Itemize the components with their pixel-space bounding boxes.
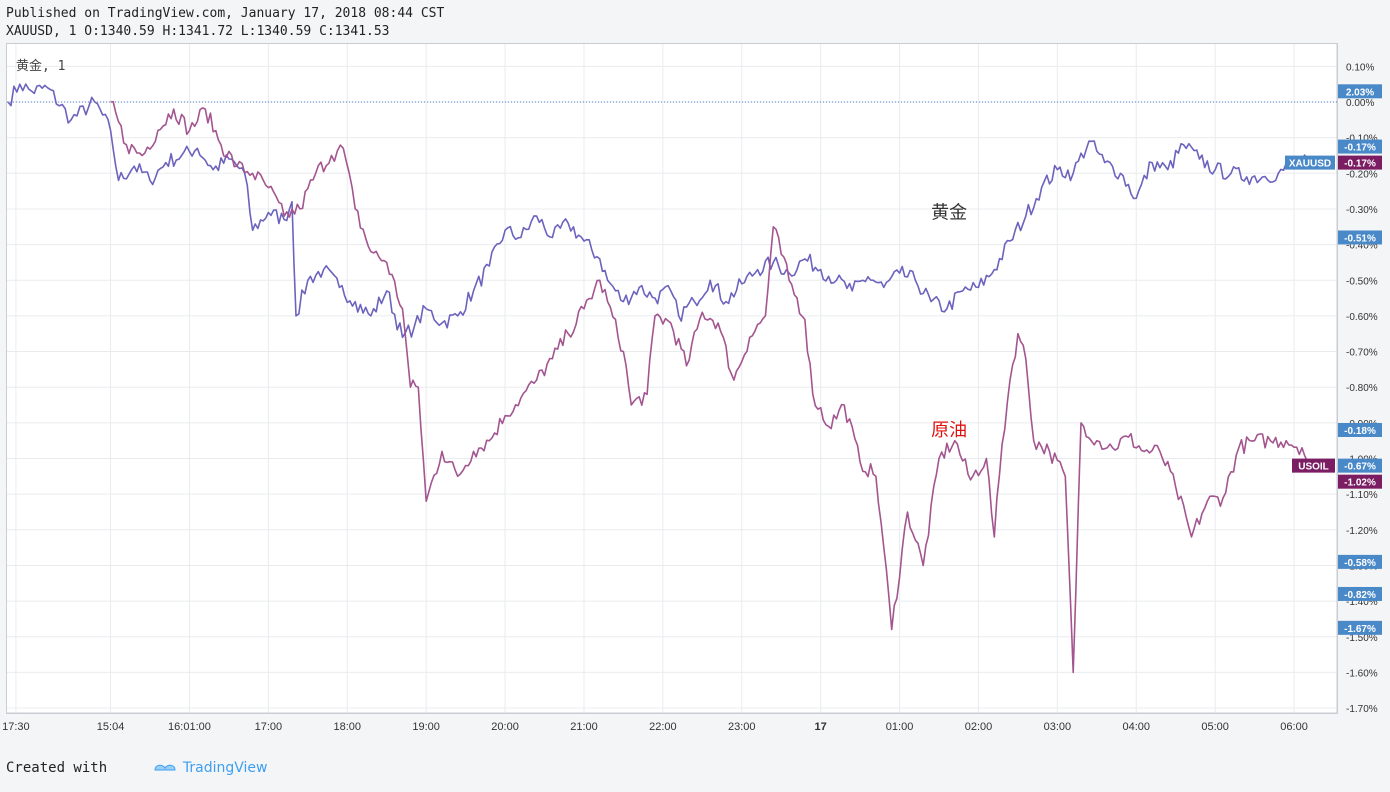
price-badge [1338, 84, 1382, 99]
chart-legend: 黄金, 1 [16, 59, 66, 74]
x-tick-label: 16:01:00 [168, 721, 211, 733]
chart-annotation: 原油 [931, 420, 967, 441]
series-line[interactable] [110, 100, 1311, 674]
price-badge-text: -0.58% [1344, 558, 1376, 569]
y-tick-label: -1.20% [1346, 526, 1378, 537]
price-badge-text: -0.18% [1344, 426, 1376, 437]
tradingview-logo-icon[interactable] [119, 744, 177, 792]
created-with-label: Created with [6, 760, 108, 776]
x-tick-label: 04:00 [1123, 721, 1151, 733]
x-tick-label: 06:00 [1280, 721, 1308, 733]
x-tick-label: 05:00 [1201, 721, 1229, 733]
x-tick-label: 20:00 [491, 721, 519, 733]
price-badge [1338, 155, 1382, 170]
x-tick-label: 23:00 [728, 721, 756, 733]
price-badge [1338, 139, 1382, 154]
published-line: Published on TradingView.com, January 17… [6, 6, 445, 21]
x-tick-label: 17 [815, 721, 827, 733]
y-tick-label: -0.30% [1346, 205, 1378, 216]
y-tick-label: -0.10% [1346, 134, 1378, 145]
price-badge-text: -0.51% [1344, 233, 1376, 244]
x-tick-label: 17:00 [255, 721, 283, 733]
y-tick-label: -0.20% [1346, 169, 1378, 180]
price-badge [1338, 620, 1382, 635]
price-badge-text: -0.67% [1344, 462, 1376, 473]
y-tick-label: -0.40% [1346, 241, 1378, 252]
chart-annotation: 黄金 [931, 203, 967, 224]
y-tick-label: -1.70% [1346, 704, 1378, 715]
price-badge [1338, 458, 1382, 473]
series-line[interactable] [7, 83, 1311, 339]
price-badge [1338, 586, 1382, 601]
x-tick-label: 15:04 [97, 721, 125, 733]
y-tick-label: -0.70% [1346, 348, 1378, 359]
x-tick-label: 22:00 [649, 721, 677, 733]
x-tick-label: 02:00 [965, 721, 993, 733]
footer: Created with TradingView [6, 744, 267, 792]
y-tick-label: -1.50% [1346, 633, 1378, 644]
y-tick-label: -1.60% [1346, 668, 1378, 679]
price-badge [1338, 422, 1382, 437]
series-name-badge [1285, 155, 1335, 170]
x-tick-label: 17:30 [2, 721, 30, 733]
price-badge-text: -0.17% [1344, 143, 1376, 154]
price-badge-text: -1.67% [1344, 624, 1376, 635]
y-tick-label: -1.10% [1346, 490, 1378, 501]
price-badge-text: 2.03% [1346, 87, 1374, 98]
price-badge-text: -0.17% [1344, 159, 1376, 170]
series-name-badge [1292, 458, 1335, 473]
y-tick-label: 0.00% [1346, 98, 1374, 109]
price-badge [1338, 474, 1382, 489]
x-tick-label: 19:00 [412, 721, 440, 733]
x-tick-label: 03:00 [1044, 721, 1072, 733]
ohlc-line: XAUUSD, 1 O:1340.59 H:1341.72 L:1340.59 … [6, 24, 390, 39]
y-tick-label: -0.50% [1346, 276, 1378, 287]
x-tick-label: 18:00 [334, 721, 362, 733]
price-badge-text: -1.02% [1344, 478, 1376, 489]
price-badge [1338, 554, 1382, 569]
series-name-badge-text: USOIL [1298, 462, 1329, 473]
price-badge-text: -0.82% [1344, 590, 1376, 601]
x-tick-label: 21:00 [570, 721, 598, 733]
x-tick-label: 01:00 [886, 721, 914, 733]
y-tick-label: -0.80% [1346, 383, 1378, 394]
y-tick-label: -1.40% [1346, 597, 1378, 608]
y-tick-label: 0.10% [1346, 62, 1374, 73]
tradingview-link[interactable]: TradingView [182, 760, 268, 776]
series-name-badge-text: XAUUSD [1289, 159, 1331, 170]
y-tick-label: -0.60% [1346, 312, 1378, 323]
price-badge [1338, 230, 1382, 245]
chart-canvas[interactable]: 0.10% 0.00% -0.10% -0.20% -0.30% -0.40% -0.50%… [0, 0, 1390, 771]
